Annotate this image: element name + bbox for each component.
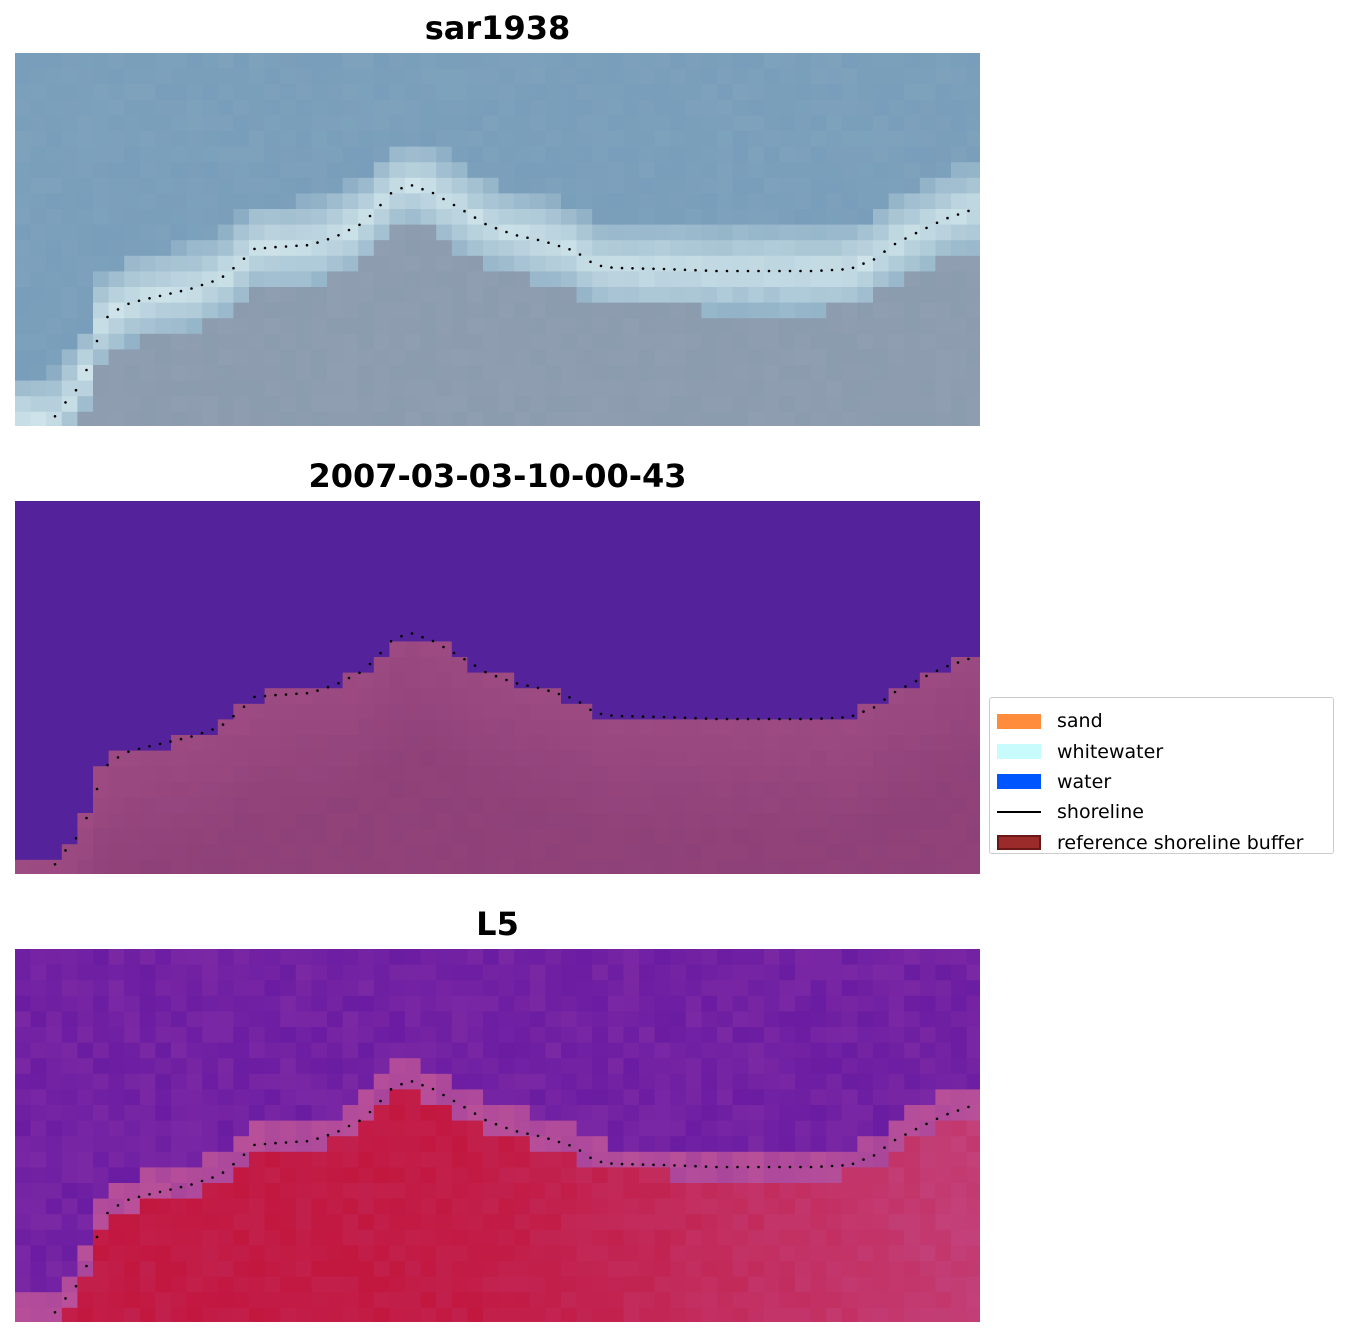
raster-cells [15,501,980,874]
rgb-image-panel [15,53,980,426]
water-swatch [997,774,1041,790]
reference-buffer-swatch [997,835,1041,851]
legend-label: shoreline [1057,801,1144,824]
shoreline-swatch [997,811,1041,814]
legend-item-water: water [997,767,1333,797]
legend-item-sand: sand [997,706,1333,736]
classified-image [15,501,980,874]
raster-cells [15,53,980,426]
panel-title-rgb: sar1938 [424,9,571,47]
shoreline-dots [53,1080,970,1314]
raster-cells [15,949,980,1322]
shoreline-dots [53,632,970,866]
classified-image-panel [15,501,980,874]
legend-label: reference shoreline buffer [1057,831,1304,854]
whitewater-swatch [997,744,1041,760]
legend-item-whitewater: whitewater [997,736,1333,766]
legend-label: whitewater [1057,740,1164,763]
index-image-panel [15,949,980,1322]
index-image [15,949,980,1322]
legend-label: water [1057,770,1112,793]
panel-title-classified: 2007-03-03-10-00-43 [308,457,687,495]
rgb-image [15,53,980,426]
legend-label: sand [1057,710,1103,733]
sand-swatch [997,713,1041,729]
legend-item-shoreline: shoreline [997,797,1333,827]
legend-item-reference-buffer: reference shoreline buffer [997,828,1333,858]
panel-title-index: L5 [476,905,519,943]
shoreline-dots [53,184,970,418]
legend: sand whitewater water shoreline referenc… [989,697,1334,854]
